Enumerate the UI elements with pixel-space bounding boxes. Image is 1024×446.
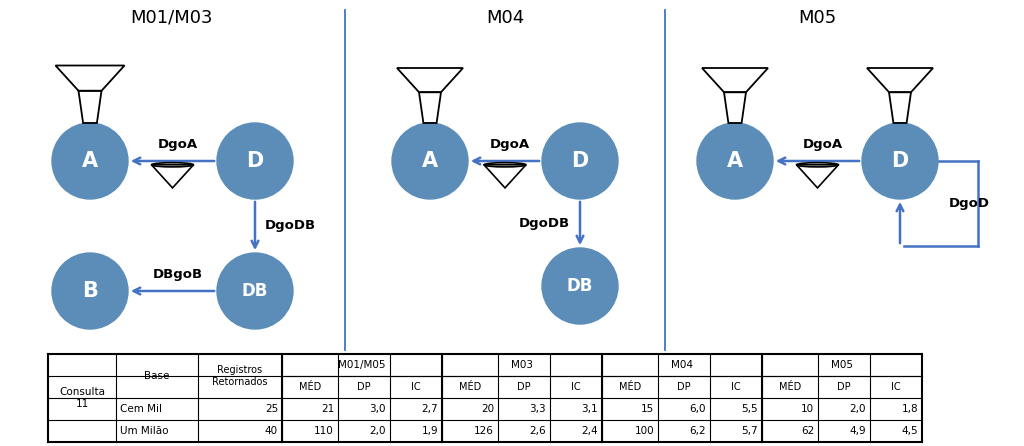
Text: Um Milão: Um Milão xyxy=(120,426,169,436)
Text: A: A xyxy=(727,151,743,171)
Circle shape xyxy=(52,123,128,199)
Text: D: D xyxy=(891,151,908,171)
Text: DP: DP xyxy=(677,382,691,392)
Text: B: B xyxy=(82,281,98,301)
Text: 2,0: 2,0 xyxy=(370,426,386,436)
Text: 40: 40 xyxy=(265,426,278,436)
Text: 25: 25 xyxy=(265,404,278,414)
Text: M04: M04 xyxy=(485,9,524,27)
Circle shape xyxy=(217,253,293,329)
Text: DgoDB: DgoDB xyxy=(519,217,570,230)
Text: DgoA: DgoA xyxy=(803,138,843,151)
Text: A: A xyxy=(422,151,438,171)
Text: DP: DP xyxy=(838,382,851,392)
Text: 2,0: 2,0 xyxy=(850,404,866,414)
Text: 62: 62 xyxy=(801,426,814,436)
Circle shape xyxy=(862,123,938,199)
FancyBboxPatch shape xyxy=(48,354,922,442)
Text: DP: DP xyxy=(517,382,530,392)
Text: M05: M05 xyxy=(831,360,853,370)
Text: 110: 110 xyxy=(314,426,334,436)
Text: DgoDB: DgoDB xyxy=(265,219,316,232)
Text: DB: DB xyxy=(567,277,593,295)
Text: 2,4: 2,4 xyxy=(582,426,598,436)
Text: 3,3: 3,3 xyxy=(529,404,546,414)
Text: DB: DB xyxy=(242,282,268,300)
Circle shape xyxy=(217,123,293,199)
Text: MÉD: MÉD xyxy=(618,382,641,392)
Text: MÉD: MÉD xyxy=(779,382,801,392)
Text: 5,7: 5,7 xyxy=(741,426,758,436)
Text: Cem Mil: Cem Mil xyxy=(120,404,162,414)
Text: IC: IC xyxy=(891,382,901,392)
Text: MÉD: MÉD xyxy=(299,382,322,392)
Text: 2,6: 2,6 xyxy=(529,426,546,436)
Circle shape xyxy=(542,248,618,324)
Text: 2,7: 2,7 xyxy=(421,404,438,414)
Text: 20: 20 xyxy=(481,404,494,414)
Text: Base: Base xyxy=(144,371,170,381)
Text: Consulta
11: Consulta 11 xyxy=(59,387,105,409)
Text: 3,1: 3,1 xyxy=(582,404,598,414)
Text: 1,9: 1,9 xyxy=(421,426,438,436)
Circle shape xyxy=(697,123,773,199)
Text: Registros
Retornados: Registros Retornados xyxy=(212,365,267,387)
Text: A: A xyxy=(82,151,98,171)
Text: 6,0: 6,0 xyxy=(689,404,706,414)
Text: 10: 10 xyxy=(801,404,814,414)
Text: DgoD: DgoD xyxy=(949,197,990,210)
Circle shape xyxy=(52,253,128,329)
Text: 126: 126 xyxy=(474,426,494,436)
Text: 4,9: 4,9 xyxy=(849,426,866,436)
Text: M05: M05 xyxy=(798,9,837,27)
Circle shape xyxy=(392,123,468,199)
Text: 4,5: 4,5 xyxy=(901,426,918,436)
Text: IC: IC xyxy=(412,382,421,392)
Text: IC: IC xyxy=(571,382,581,392)
Text: D: D xyxy=(247,151,263,171)
Text: 3,0: 3,0 xyxy=(370,404,386,414)
Text: IC: IC xyxy=(731,382,740,392)
Text: M03: M03 xyxy=(511,360,534,370)
Text: 6,2: 6,2 xyxy=(689,426,706,436)
Text: D: D xyxy=(571,151,589,171)
Text: 21: 21 xyxy=(321,404,334,414)
Text: MÉD: MÉD xyxy=(459,382,481,392)
Text: M01/M03: M01/M03 xyxy=(131,9,213,27)
Text: 5,5: 5,5 xyxy=(741,404,758,414)
Text: 1,8: 1,8 xyxy=(901,404,918,414)
Text: 100: 100 xyxy=(635,426,654,436)
Text: DBgoB: DBgoB xyxy=(153,268,203,281)
Text: DgoA: DgoA xyxy=(489,138,530,151)
Text: DP: DP xyxy=(357,382,371,392)
Text: 15: 15 xyxy=(641,404,654,414)
Text: M04: M04 xyxy=(671,360,693,370)
Text: M01/M05: M01/M05 xyxy=(338,360,386,370)
Text: DgoA: DgoA xyxy=(158,138,198,151)
Circle shape xyxy=(542,123,618,199)
